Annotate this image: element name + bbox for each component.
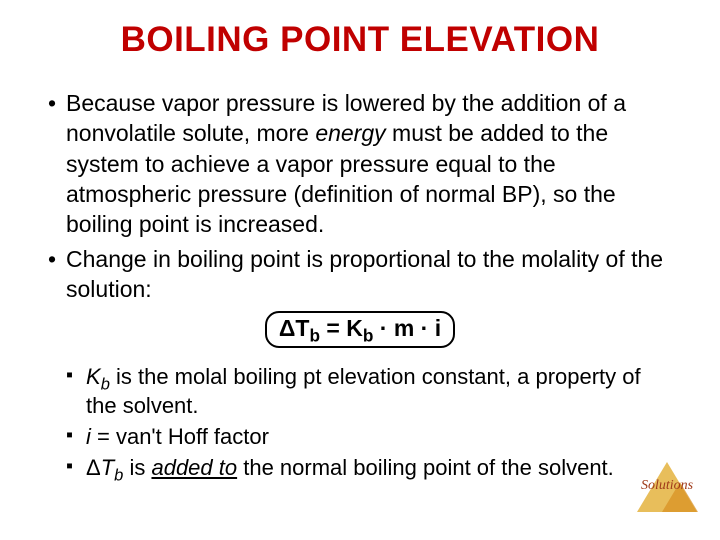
var-Kb: Kb: [86, 364, 110, 389]
dot: ·: [373, 315, 393, 341]
delta: Δ: [279, 315, 296, 341]
text: the normal boiling point of the solvent.: [237, 455, 614, 480]
sub-bullets: Kb is the molal boiling pt elevation con…: [44, 362, 676, 482]
T: T: [101, 455, 114, 480]
main-bullets: Because vapor pressure is lowered by the…: [44, 88, 676, 305]
dot-2: ·: [414, 315, 434, 341]
sub-i-definition: i = van't Hoff factor: [44, 422, 676, 451]
sub-b: b: [309, 325, 320, 345]
delta: Δ: [86, 455, 101, 480]
K: K: [86, 364, 101, 389]
var-K: K: [346, 315, 363, 341]
text: is: [123, 455, 151, 480]
bullet-vapor-pressure: Because vapor pressure is lowered by the…: [44, 88, 676, 240]
formula-row: ΔTb = Kb · m · i: [44, 311, 676, 348]
boiling-point-formula: ΔTb = Kb · m · i: [265, 311, 455, 348]
sub-b: b: [101, 375, 110, 393]
var-m: m: [394, 315, 414, 341]
emphasis-added-to: added to: [151, 455, 237, 480]
var-Tb: Tb: [101, 455, 124, 480]
text: = van't Hoff factor: [91, 424, 269, 449]
var-i: i: [435, 315, 441, 341]
slide-title: BOILING POINT ELEVATION: [44, 20, 676, 60]
equals: =: [320, 315, 346, 341]
watermark-label: Solutions: [641, 478, 693, 494]
sub-kb-definition: Kb is the molal boiling pt elevation con…: [44, 362, 676, 420]
emphasis-energy: energy: [315, 120, 385, 146]
bullet-proportional: Change in boiling point is proportional …: [44, 244, 676, 305]
text: is the molal boiling pt elevation consta…: [86, 364, 641, 418]
sub-b: b: [114, 466, 123, 484]
solutions-watermark: Solutions: [632, 458, 702, 518]
sub-delta-tb-added: ΔTb is added to the normal boiling point…: [44, 453, 676, 482]
sub-b-2: b: [363, 325, 374, 345]
var-T: T: [295, 315, 309, 341]
